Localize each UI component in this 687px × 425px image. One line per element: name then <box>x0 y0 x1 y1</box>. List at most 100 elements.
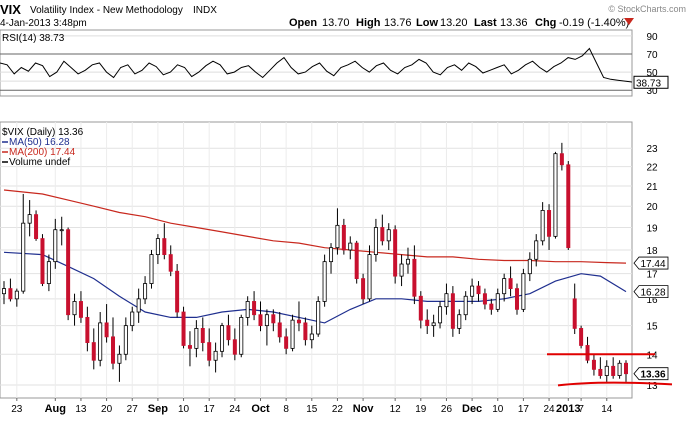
candle <box>373 218 378 262</box>
candle-body-up <box>373 227 378 255</box>
candle-body-up <box>470 285 475 297</box>
candle-body-up <box>502 278 507 295</box>
price-tick-label: 16 <box>646 295 658 306</box>
candle-body-down <box>91 342 96 361</box>
rsi-tick-label: 70 <box>646 50 658 61</box>
candle <box>412 245 417 305</box>
candle-body-down <box>361 278 366 300</box>
candle <box>72 293 77 326</box>
price-tick-label: 20 <box>646 202 658 213</box>
date-tick-label: 14 <box>601 404 613 415</box>
watermark: © StockCharts.com <box>608 4 686 14</box>
date-tick-label: Sep <box>148 403 168 415</box>
security-name: Volatility Index - New Methodology <box>30 5 183 16</box>
price-grid <box>0 122 632 398</box>
candle <box>123 317 128 361</box>
candle-body-down <box>284 336 289 349</box>
legend-entry: $VIX (Daily) 13.36 <box>2 127 84 138</box>
candle-body-up <box>98 322 103 361</box>
candle <box>303 317 308 346</box>
candle-body-up <box>386 229 391 242</box>
candle-body-down <box>624 362 629 375</box>
candle-body-down <box>393 229 398 277</box>
candle <box>117 345 122 382</box>
candle-body-down <box>303 322 308 341</box>
open-value: 13.70 <box>322 17 350 29</box>
candle <box>258 301 263 332</box>
quote-date: 4-Jan-2013 3:48pm <box>0 18 87 29</box>
candle-body-down <box>508 278 513 289</box>
candle-body-up <box>617 362 622 376</box>
candle <box>155 234 160 265</box>
candle-body-down <box>514 288 519 310</box>
candle-body-down <box>40 238 45 284</box>
chg-label: Chg <box>535 17 556 29</box>
candle-body-down <box>181 311 186 346</box>
support-line <box>557 381 673 387</box>
date-tick-label: 23 <box>11 404 23 415</box>
candle <box>361 273 366 305</box>
candle-body-down <box>412 258 417 297</box>
date-tick-label: 27 <box>127 404 139 415</box>
candle-body-down <box>252 301 257 316</box>
candle-body-up <box>553 153 558 237</box>
candle <box>239 314 244 358</box>
candle <box>226 314 231 346</box>
candle-body-up <box>245 301 250 318</box>
ma50-line <box>3 251 627 324</box>
candle <box>220 322 225 358</box>
candle <box>85 306 90 352</box>
candle-body-up <box>290 319 295 349</box>
date-tick-label: 10 <box>178 404 190 415</box>
candle-body-down <box>296 319 301 324</box>
candles <box>2 142 629 382</box>
candle-body-down <box>591 359 596 370</box>
candle <box>553 151 558 239</box>
candle-body-down <box>207 342 212 361</box>
candle <box>476 281 481 302</box>
candle-body-up <box>27 214 32 224</box>
candle <box>14 288 19 307</box>
rsi-last-value-box <box>633 75 669 89</box>
date-axis: 23 Aug 13 20 27 Sep 10 17 24 Oct 8 15 22 Nov 12 19 26 Dec… <box>11 398 613 415</box>
candle-body-up <box>143 283 148 300</box>
candle-body-down <box>175 270 180 313</box>
date-tick-label: 19 <box>415 404 427 415</box>
price-axis: 23 22 21 20 19 18 17 16 15 14 13 <box>646 144 658 392</box>
candle-body-down <box>271 314 276 324</box>
candle-body-up <box>444 293 449 308</box>
candle-body-down <box>450 293 455 329</box>
price-panel: 23 22 21 20 19 18 17 16 15 14 13 23 Aug 13 20 27 Sep 10 1… <box>0 121 673 415</box>
candle-body-up <box>123 325 128 355</box>
low-label: Low <box>416 17 438 29</box>
down-arrow-icon <box>624 18 634 25</box>
candle <box>489 298 494 315</box>
candle <box>187 331 192 367</box>
candle <box>457 309 462 335</box>
candle-body-up <box>463 295 468 316</box>
date-tick-label: 17 <box>518 404 530 415</box>
candle <box>277 312 282 343</box>
candle-body-up <box>534 240 539 260</box>
candle <box>611 357 616 379</box>
candle <box>8 278 13 302</box>
candle <box>181 306 186 349</box>
price-last-box <box>633 367 669 381</box>
candle <box>572 283 577 335</box>
last-value-markers: 17.44 16.28 13.36 <box>633 256 669 381</box>
candle <box>111 317 116 370</box>
candle-body-up <box>21 222 26 292</box>
candle <box>130 306 135 332</box>
exchange: INDX <box>193 5 217 16</box>
candle-body-up <box>335 224 340 249</box>
low-value: 13.20 <box>440 17 468 29</box>
candle-body-down <box>579 328 584 346</box>
candle-body-up <box>264 314 269 327</box>
date-tick-label: 10 <box>492 404 504 415</box>
date-tick-label: 20 <box>101 404 113 415</box>
candle <box>316 296 321 337</box>
date-tick-label: 17 <box>204 404 216 415</box>
candle <box>559 142 564 171</box>
candle <box>591 354 596 376</box>
